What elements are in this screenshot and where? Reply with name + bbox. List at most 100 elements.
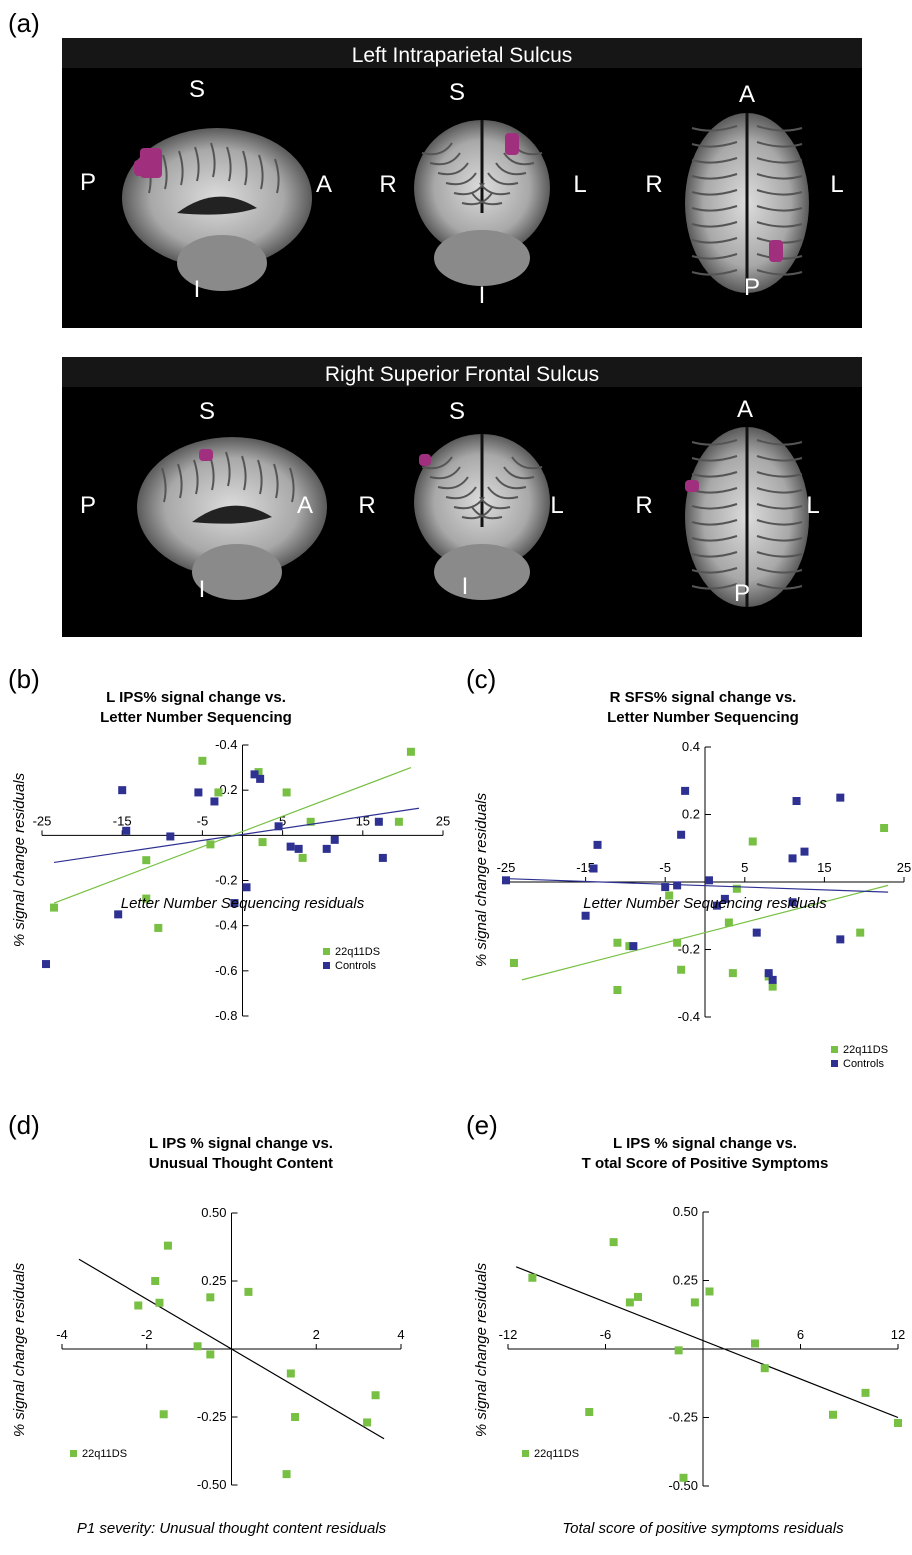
y-tick-label: 0.2	[682, 807, 700, 822]
data-point	[768, 982, 777, 991]
data-point	[406, 747, 415, 756]
brain-coronal-view	[414, 120, 550, 286]
chart-title: R SFS% signal change vs.	[610, 689, 797, 706]
orientation-label-top: S	[188, 76, 206, 103]
data-point	[800, 847, 809, 856]
data-point	[751, 1339, 759, 1348]
roi-highlight	[685, 480, 699, 492]
orientation-label-bottom: I	[478, 282, 486, 309]
legend-swatch	[522, 1450, 529, 1457]
data-point	[42, 960, 51, 969]
data-point	[330, 835, 339, 844]
data-point	[363, 1418, 372, 1427]
fit-line-22q11ds	[78, 1258, 385, 1440]
x-tick-label: 25	[436, 813, 450, 828]
mri-views	[137, 427, 809, 607]
orientation-label-bottom: P	[743, 274, 761, 301]
chart-e: -12 -6 6 12 -0.50 -0.25 0.25 0.50 L IPS % signal…	[473, 1135, 905, 1537]
x-tick-label: -25	[497, 860, 516, 875]
data-point	[724, 918, 733, 927]
chart-title: L IPS % signal change vs.	[613, 1135, 797, 1152]
legend-entry: 22q11DS	[843, 1044, 888, 1056]
data-point	[728, 969, 737, 978]
data-point	[829, 1410, 837, 1419]
data-point	[374, 817, 383, 826]
data-point	[679, 1473, 688, 1482]
data-point	[894, 1418, 902, 1427]
data-point	[788, 898, 797, 907]
roi-highlight	[774, 250, 782, 262]
data-point	[154, 923, 163, 932]
fit-line-22q11ds	[515, 1266, 899, 1419]
legend-swatch	[323, 948, 330, 955]
x-tick-label: -12	[499, 1327, 518, 1342]
x-tick-label: -5	[659, 860, 671, 875]
x-tick-label: 25	[897, 860, 911, 875]
data-point	[206, 1293, 215, 1302]
data-point	[134, 1301, 143, 1310]
x-tick-label: 4	[397, 1327, 404, 1342]
data-point	[122, 826, 131, 835]
data-point	[294, 844, 303, 853]
data-point	[242, 883, 251, 892]
data-point	[198, 756, 207, 765]
orientation-label-right: L	[806, 492, 820, 519]
orientation-label-right: L	[550, 492, 564, 519]
data-point	[250, 770, 259, 779]
data-point	[230, 899, 239, 908]
legend-entry: 22q11DS	[335, 946, 380, 958]
roi-highlight	[199, 449, 213, 461]
panel-label-b: (b)	[8, 664, 40, 694]
x-tick-label: -4	[56, 1327, 68, 1342]
x-tick-label: -6	[600, 1327, 612, 1342]
mri-panel-title: Right Superior Frontal Sulcus	[324, 363, 600, 386]
legend-swatch	[323, 962, 330, 969]
fit-line-controls	[505, 878, 889, 893]
y-tick-label: 0.25	[201, 1273, 226, 1288]
chart-b: -25 -15 -5 5 15 25-0.8-0.6-0.4-0.20.2-0.4L IP…	[11, 689, 450, 1023]
y-axis-label: % signal change residuals	[11, 1262, 28, 1437]
legend-swatch	[831, 1060, 838, 1067]
data-point	[371, 1391, 380, 1400]
data-point	[286, 1369, 295, 1378]
fit-line-22q11ds	[521, 884, 889, 981]
orientation-label-top: S	[448, 79, 466, 106]
data-point	[142, 894, 151, 903]
data-point	[206, 1350, 215, 1359]
x-tick-label: -2	[141, 1327, 153, 1342]
data-point	[681, 786, 690, 795]
y-tick-label: 0.50	[673, 1204, 698, 1219]
orientation-label-left: R	[379, 171, 397, 198]
x-axis-label: Total score of positive symptoms residua…	[562, 1520, 844, 1537]
y-tick-label: -0.4	[678, 1009, 700, 1024]
data-point	[674, 1346, 683, 1355]
data-point	[298, 853, 307, 862]
data-point	[286, 842, 295, 851]
data-point	[118, 786, 127, 795]
data-point	[163, 1241, 172, 1250]
x-axis-label: Letter Number Sequencing residuals	[121, 895, 365, 912]
orientation-label-top: A	[738, 81, 756, 108]
legend-swatch	[70, 1450, 77, 1457]
x-tick-label: -15	[113, 813, 132, 828]
legend-entry: Controls	[335, 960, 376, 972]
data-point	[159, 1410, 168, 1419]
data-point	[322, 844, 331, 853]
data-point	[254, 768, 263, 777]
x-tick-label: 15	[817, 860, 831, 875]
orientation-label-right: L	[830, 171, 844, 198]
data-point	[704, 876, 713, 885]
data-point	[206, 840, 215, 849]
chart-title: Unusual Thought Content	[149, 1155, 333, 1172]
legend-entry: Controls	[843, 1058, 884, 1070]
data-point	[720, 894, 729, 903]
data-point	[732, 884, 741, 893]
orientation-label-bottom: I	[193, 276, 201, 303]
roi-highlight	[134, 160, 148, 176]
legend-entry: 22q11DS	[534, 1448, 579, 1460]
data-point	[585, 1408, 594, 1417]
data-point	[114, 910, 123, 919]
chart-c: -25 -15 -5 5 15 25-0.4-0.20.20.4R SFS% signal…	[473, 689, 911, 1070]
y-tick-label: -0.25	[197, 1409, 227, 1424]
orientation-label-right: L	[573, 171, 587, 198]
